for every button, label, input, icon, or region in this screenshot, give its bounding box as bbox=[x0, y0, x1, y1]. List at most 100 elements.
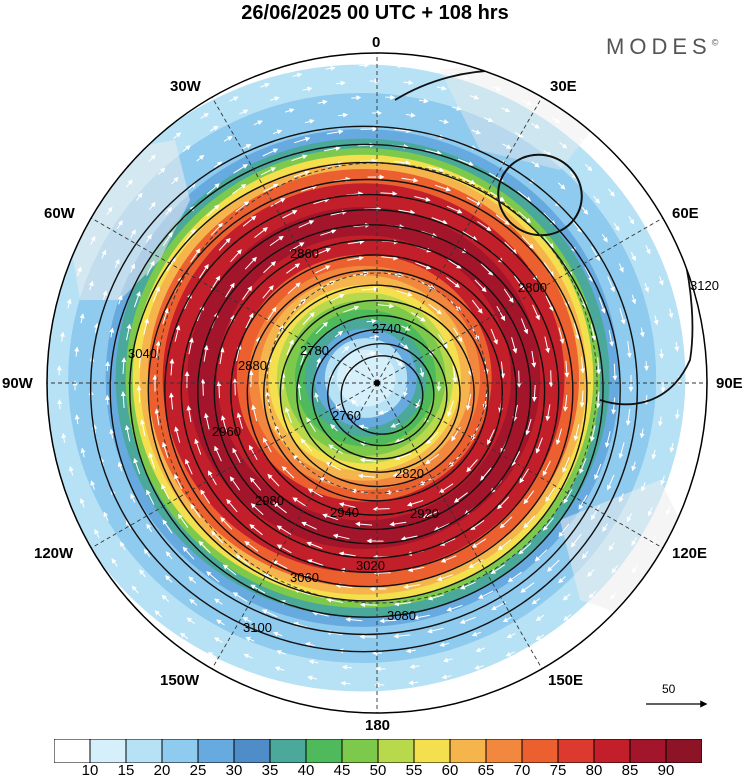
wind-vector bbox=[186, 617, 195, 624]
wind-vector bbox=[518, 542, 532, 555]
wind-vector bbox=[359, 634, 377, 640]
wind-vector bbox=[198, 263, 209, 279]
colorbar-tick-label: 80 bbox=[585, 762, 603, 779]
wind-vector bbox=[545, 404, 551, 422]
wind-vector bbox=[446, 604, 463, 612]
wind-vector bbox=[80, 498, 85, 508]
wind-vector bbox=[237, 668, 247, 674]
wind-vector bbox=[608, 542, 615, 551]
wind-vector bbox=[198, 540, 211, 554]
contour-label: 2780 bbox=[300, 343, 329, 358]
wind-vector bbox=[377, 303, 395, 309]
wind-vector bbox=[570, 533, 582, 548]
wind-vector bbox=[630, 251, 636, 262]
wind-vector bbox=[619, 308, 626, 325]
wind-vector bbox=[394, 438, 405, 444]
wind-vector bbox=[691, 407, 697, 418]
wind-vector bbox=[645, 245, 651, 255]
wind-vector bbox=[207, 652, 217, 658]
wind-vector bbox=[334, 330, 344, 338]
wind-vector bbox=[302, 86, 313, 92]
reference-vector-label: 50 bbox=[662, 682, 676, 696]
wind-vector bbox=[408, 680, 419, 686]
wind-vector bbox=[235, 201, 250, 212]
wind-vector bbox=[563, 488, 573, 504]
wind-vector bbox=[626, 513, 633, 523]
wind-vector bbox=[301, 184, 318, 192]
wind-vector bbox=[475, 647, 485, 653]
wind-vector bbox=[414, 196, 431, 202]
wind-vector bbox=[573, 424, 580, 441]
wind-vector bbox=[584, 266, 593, 282]
wind-vector bbox=[276, 544, 292, 554]
land-south-america bbox=[70, 140, 190, 300]
wind-vector bbox=[563, 614, 572, 621]
wind-vector bbox=[267, 473, 280, 487]
wind-vector bbox=[249, 524, 263, 536]
wind-vector bbox=[411, 312, 426, 322]
wind-vector bbox=[61, 432, 67, 443]
wind-vector bbox=[405, 112, 416, 118]
wind-vector bbox=[668, 308, 674, 319]
wind-vector bbox=[451, 426, 461, 442]
wind-vector bbox=[612, 363, 618, 381]
wind-vector bbox=[365, 351, 376, 357]
height-contour bbox=[164, 193, 574, 588]
colorbar-tick-label: 45 bbox=[333, 762, 351, 779]
wind-vector bbox=[126, 179, 133, 188]
wind-vector bbox=[166, 256, 176, 272]
wind-vector bbox=[233, 164, 248, 174]
wind-vector bbox=[403, 387, 408, 398]
wind-vector bbox=[330, 210, 348, 216]
wind-vector bbox=[559, 142, 568, 149]
lon-label-120e: 120E bbox=[672, 545, 708, 562]
wind-vector bbox=[182, 546, 195, 560]
wind-speed-field bbox=[47, 53, 707, 713]
lon-label-150e: 150E bbox=[548, 672, 584, 689]
wind-vector bbox=[335, 80, 346, 86]
wind-vector bbox=[162, 519, 173, 534]
wind-vector bbox=[109, 327, 115, 338]
wind-vector bbox=[535, 634, 545, 641]
wind-vector bbox=[513, 275, 525, 290]
wind-vector bbox=[666, 505, 671, 516]
wind-vector bbox=[270, 96, 280, 102]
wind-vector bbox=[588, 590, 597, 599]
wind-vector bbox=[165, 575, 173, 583]
wind-vector bbox=[389, 521, 407, 527]
wind-vector bbox=[653, 315, 659, 326]
wind-vector bbox=[269, 235, 284, 247]
wind-vector bbox=[102, 290, 108, 300]
wind-vector bbox=[608, 188, 615, 197]
wind-vector bbox=[644, 282, 650, 293]
meridian bbox=[90, 382, 378, 549]
wind-vector bbox=[478, 590, 494, 599]
wind-vector bbox=[407, 566, 425, 573]
wind-vector bbox=[558, 327, 565, 344]
wind-vector bbox=[345, 617, 363, 623]
wind-vector bbox=[459, 616, 476, 624]
wind-vector bbox=[658, 276, 664, 286]
wind-vector bbox=[548, 370, 554, 388]
wind-vector bbox=[506, 632, 516, 639]
wind-vector bbox=[442, 657, 453, 663]
wind-vector bbox=[248, 444, 258, 460]
wind-vector bbox=[468, 559, 484, 568]
wind-vector bbox=[260, 82, 270, 88]
wind-vector bbox=[453, 327, 463, 343]
wind-vector bbox=[645, 213, 652, 223]
colorbar-tick-label: 30 bbox=[225, 762, 243, 779]
wind-vector bbox=[298, 220, 315, 228]
wind-vector bbox=[611, 565, 618, 574]
wind-vector bbox=[631, 564, 639, 574]
wind-vector bbox=[315, 247, 332, 256]
wind-vector bbox=[157, 167, 166, 176]
wind-vector bbox=[308, 659, 319, 665]
wind-vector bbox=[341, 664, 352, 670]
wind-vector bbox=[589, 425, 596, 442]
wind-vector bbox=[196, 154, 205, 162]
wind-vector bbox=[602, 523, 609, 532]
wind-vector bbox=[579, 390, 585, 408]
colorbar-swatch bbox=[413, 739, 451, 763]
wind-vector bbox=[400, 342, 409, 350]
